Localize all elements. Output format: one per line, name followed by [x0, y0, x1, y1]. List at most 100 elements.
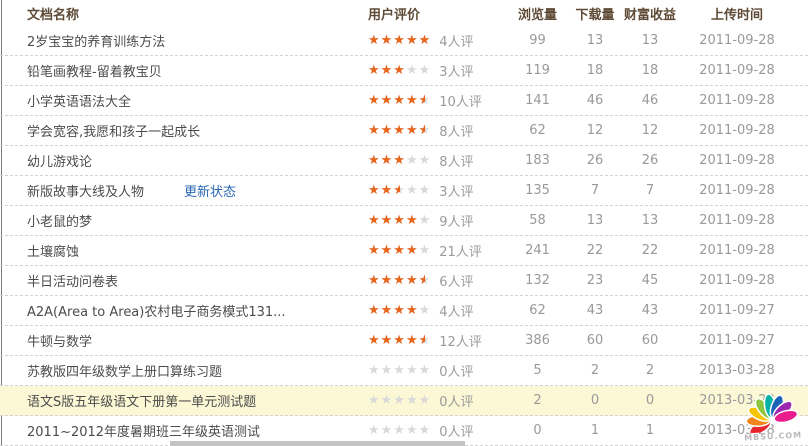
- doc-name-link[interactable]: 半日活动问卷表: [27, 275, 119, 290]
- rating-cell: ★★★★★ ★★★★★ 8人评: [340, 121, 505, 140]
- table-row: 苏教版四年级数学上册口算练习题 ★★★★★ ★★★★★ 0人评 5 2 2 20…: [0, 356, 808, 386]
- income-value: 22: [641, 243, 659, 258]
- upload-time-value: 2011-09-28: [699, 183, 775, 198]
- doc-name-link[interactable]: 2011~2012年度暑期班三年级英语测试: [27, 425, 261, 440]
- views-value: 5: [533, 363, 542, 378]
- views-value: 0: [533, 423, 542, 438]
- views-value: 2: [533, 393, 542, 408]
- upload-time-value: 2011-09-27: [699, 303, 775, 318]
- downloads-value: 46: [586, 93, 604, 108]
- upload-time-value: 2011-09-28: [699, 63, 775, 78]
- rating-cell: ★★★★★ ★★★★★ 3人评: [340, 181, 505, 200]
- income-value: 7: [645, 183, 655, 198]
- star-rating: ★★★★★ ★★★★★: [368, 424, 431, 437]
- doc-name-link[interactable]: 苏教版四年级数学上册口算练习题: [27, 365, 223, 380]
- views-value: 58: [529, 213, 546, 228]
- table-row: 语文S版五年级语文下册第一单元测试题 ★★★★★ ★★★★★ 0人评 2 0 0…: [0, 386, 808, 416]
- income-value: 26: [641, 153, 659, 168]
- doc-name-link[interactable]: 2岁宝宝的养育训练方法: [27, 35, 166, 50]
- horizontal-scrollbar-fragment[interactable]: [170, 441, 465, 446]
- table-row: 小学英语语法大全 ★★★★★ ★★★★★ 10人评 141 46 46 2011…: [0, 86, 808, 116]
- doc-name-link[interactable]: 小老鼠的梦: [27, 215, 93, 230]
- upload-time-value: 2011-09-28: [699, 123, 775, 138]
- review-count: 0人评: [439, 365, 474, 380]
- doc-name-cell: 苏教版四年级数学上册口算练习题: [0, 361, 340, 380]
- table-row: 2岁宝宝的养育训练方法 ★★★★★ ★★★★★ 4人评 99 13 13 201…: [0, 26, 808, 56]
- views-value: 241: [525, 243, 550, 258]
- review-count: 3人评: [439, 185, 474, 200]
- star-rating-filled-icons: ★★★★★: [368, 124, 425, 137]
- doc-name-cell: 牛顿与数学: [0, 331, 340, 350]
- review-count: 8人评: [439, 155, 474, 170]
- rating-cell: ★★★★★ ★★★★★ 10人评: [340, 91, 505, 110]
- star-rating-empty-icons: ★★★★★: [368, 333, 432, 348]
- views-value: 141: [525, 93, 550, 108]
- star-rating: ★★★★★ ★★★★★: [368, 244, 431, 257]
- doc-name-cell: 语文S版五年级语文下册第一单元测试题: [0, 391, 340, 410]
- peacock-flower-icon: [745, 393, 799, 436]
- review-count: 0人评: [439, 395, 474, 410]
- downloads-value: 7: [590, 183, 600, 198]
- review-count: 4人评: [439, 35, 474, 50]
- income-value: 1: [645, 423, 655, 438]
- star-rating: ★★★★★ ★★★★★: [368, 154, 431, 167]
- star-rating-filled-icons: ★★★★★: [368, 34, 432, 47]
- doc-name-link[interactable]: 土壤腐蚀: [27, 245, 80, 260]
- doc-name-link[interactable]: A2A(Area to Area)农村电子商务模式131...: [27, 305, 286, 320]
- downloads-value: 26: [586, 153, 604, 168]
- downloads-value: 23: [586, 273, 604, 288]
- doc-name-link[interactable]: 学会宽容,我愿和孩子一起成长: [27, 125, 201, 140]
- review-count: 12人评: [439, 335, 482, 350]
- views-value: 62: [529, 303, 546, 318]
- star-rating-empty-icons: ★★★★★: [368, 33, 432, 48]
- star-rating: ★★★★★ ★★★★★: [368, 124, 431, 137]
- star-rating-empty-icons: ★★★★★: [368, 183, 432, 198]
- doc-name-cell: 幼儿游戏论: [0, 151, 340, 170]
- income-value: 12: [641, 123, 659, 138]
- table-row: 铅笔画教程-留着教宝贝 ★★★★★ ★★★★★ 3人评 119 18 18 20…: [0, 56, 808, 86]
- star-rating-empty-icons: ★★★★★: [368, 393, 432, 408]
- star-rating-filled-icons: ★★★★★: [368, 304, 419, 317]
- upload-time-value: 2011-09-28: [699, 273, 775, 288]
- upload-time-value: 2011-09-27: [699, 333, 775, 348]
- doc-name-cell: 铅笔画教程-留着教宝贝: [0, 61, 340, 80]
- table-row: 幼儿游戏论 ★★★★★ ★★★★★ 8人评 183 26 26 2011-09-…: [0, 146, 808, 176]
- views-value: 135: [525, 183, 550, 198]
- downloads-value: 22: [586, 243, 604, 258]
- doc-name-cell: A2A(Area to Area)农村电子商务模式131...: [0, 301, 340, 320]
- star-rating-filled-icons: ★★★★★: [368, 274, 425, 287]
- doc-name-cell: 2岁宝宝的养育训练方法: [0, 31, 340, 50]
- star-rating-empty-icons: ★★★★★: [368, 93, 432, 108]
- downloads-value: 13: [586, 33, 604, 48]
- doc-name-link[interactable]: 小学英语语法大全: [27, 95, 132, 110]
- update-status-link[interactable]: 更新状态: [184, 185, 237, 200]
- income-value: 45: [641, 273, 659, 288]
- star-rating-filled-icons: ★★★★★: [368, 64, 406, 77]
- upload-time-value: 2011-09-28: [699, 153, 775, 168]
- doc-name-cell: 小老鼠的梦: [0, 211, 340, 230]
- panel-left-border: [1, 0, 2, 446]
- downloads-value: 1: [590, 423, 600, 438]
- review-count: 4人评: [439, 305, 474, 320]
- upload-time-value: 2011-09-28: [699, 93, 775, 108]
- star-rating-empty-icons: ★★★★★: [368, 303, 432, 318]
- doc-name-link[interactable]: 语文S版五年级语文下册第一单元测试题: [27, 395, 257, 410]
- star-rating-empty-icons: ★★★★★: [368, 363, 432, 378]
- star-rating-empty-icons: ★★★★★: [368, 243, 432, 258]
- income-value: 60: [641, 333, 659, 348]
- doc-name-link[interactable]: 新版故事大线及人物: [27, 185, 145, 200]
- header-wealth-income: 财富收益: [623, 7, 676, 23]
- doc-name-link[interactable]: 幼儿游戏论: [27, 155, 93, 170]
- star-rating-filled-icons: ★★★★★: [368, 244, 419, 257]
- doc-name-link[interactable]: 铅笔画教程-留着教宝贝: [27, 65, 162, 80]
- star-rating: ★★★★★ ★★★★★: [368, 64, 431, 77]
- star-rating-filled-icons: ★★★★★: [368, 94, 425, 107]
- doc-name-cell: 半日活动问卷表: [0, 271, 340, 290]
- income-value: 46: [641, 93, 659, 108]
- doc-name-cell: 新版故事大线及人物 更新状态: [0, 181, 340, 200]
- income-value: 0: [645, 393, 655, 408]
- doc-name-link[interactable]: 牛顿与数学: [27, 335, 93, 350]
- review-count: 8人评: [439, 125, 474, 140]
- rating-cell: ★★★★★ ★★★★★ 4人评: [340, 301, 505, 320]
